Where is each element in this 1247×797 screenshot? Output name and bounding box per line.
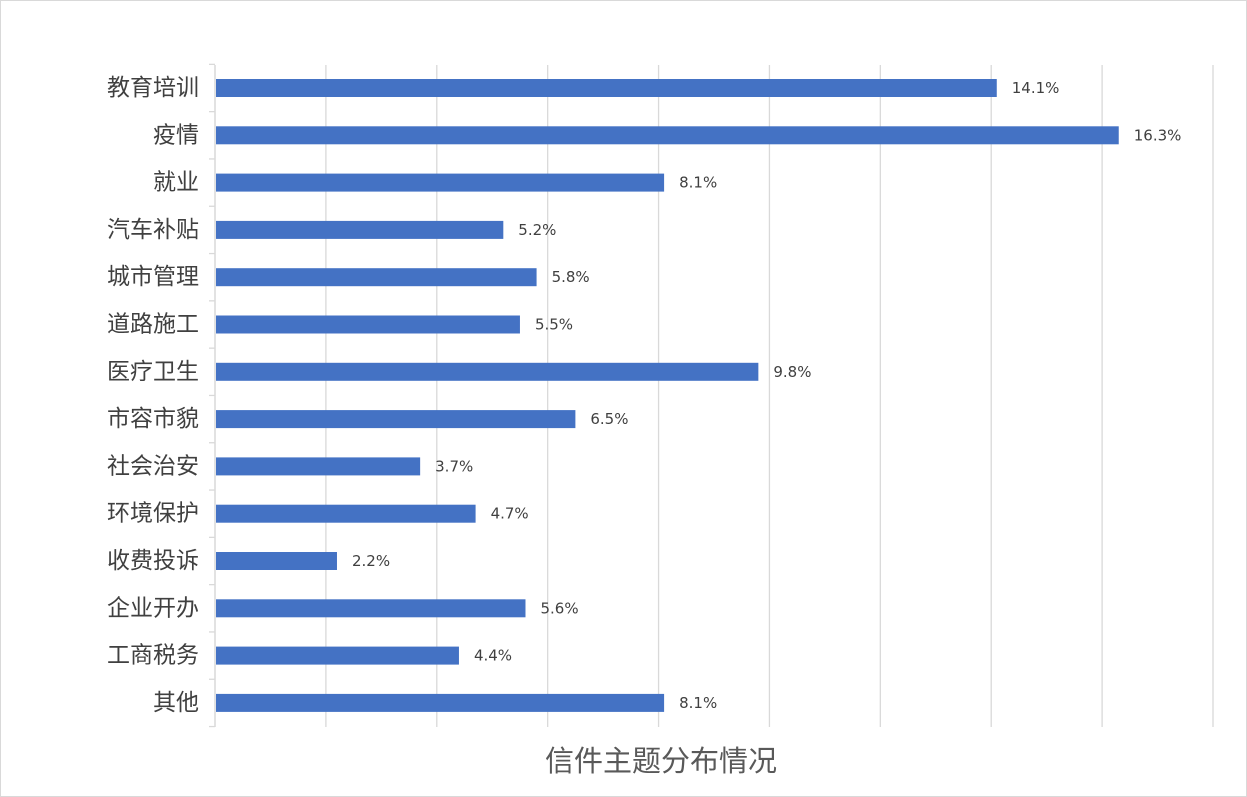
data-label: 3.7% — [435, 457, 473, 475]
bar — [216, 646, 459, 665]
bar — [216, 410, 576, 429]
gridlines — [325, 65, 1214, 727]
category-label: 企业开办 — [107, 595, 199, 621]
data-label: 5.8% — [552, 268, 590, 286]
category-label: 医疗卫生 — [107, 359, 199, 385]
category-label: 社会治安 — [107, 453, 199, 479]
data-label: 14.1% — [1012, 79, 1060, 97]
value-labels: 14.1% 16.3% 8.1% 5.2% 5.8% 5.5% 9.8% 6.5% 3.7% 4.… — [352, 79, 1181, 712]
bar — [216, 268, 537, 287]
category-axis — [209, 63, 216, 728]
data-label: 4.4% — [474, 647, 512, 665]
data-label: 5.2% — [518, 221, 556, 239]
bar — [216, 173, 665, 192]
bar — [216, 362, 759, 381]
bars — [216, 79, 1119, 712]
bar — [216, 552, 337, 570]
category-label: 市容市貌 — [107, 406, 199, 432]
bar — [216, 79, 997, 97]
category-label: 城市管理 — [107, 264, 199, 290]
data-label: 6.5% — [590, 410, 628, 428]
data-label: 9.8% — [773, 363, 811, 381]
bar — [216, 599, 526, 618]
category-label: 环境保护 — [107, 501, 199, 527]
bar — [216, 220, 504, 239]
bar — [216, 504, 476, 523]
category-label: 工商税务 — [107, 643, 199, 669]
data-label: 16.3% — [1134, 126, 1182, 144]
category-label: 教育培训 — [107, 75, 199, 101]
category-label: 其他 — [153, 690, 199, 716]
data-label: 8.1% — [679, 174, 717, 192]
category-label: 道路施工 — [107, 312, 199, 338]
bar — [216, 126, 1119, 145]
data-label: 8.1% — [679, 694, 717, 712]
bar — [216, 693, 665, 712]
category-label: 就业 — [153, 170, 199, 196]
chart-title: 信件主题分布情况 — [545, 744, 777, 778]
category-label: 收费投诉 — [107, 548, 199, 574]
bar — [216, 457, 421, 476]
data-label: 5.6% — [540, 599, 578, 617]
data-label: 2.2% — [352, 552, 390, 570]
data-label: 5.5% — [535, 316, 573, 334]
data-label: 4.7% — [491, 505, 529, 523]
bar — [216, 315, 520, 334]
category-label: 汽车补贴 — [107, 217, 199, 243]
category-label: 疫情 — [153, 122, 199, 148]
category-labels: 教育培训疫情就业汽车补贴城市管理道路施工医疗卫生市容市貌社会治安环境保护收费投诉… — [107, 75, 199, 716]
